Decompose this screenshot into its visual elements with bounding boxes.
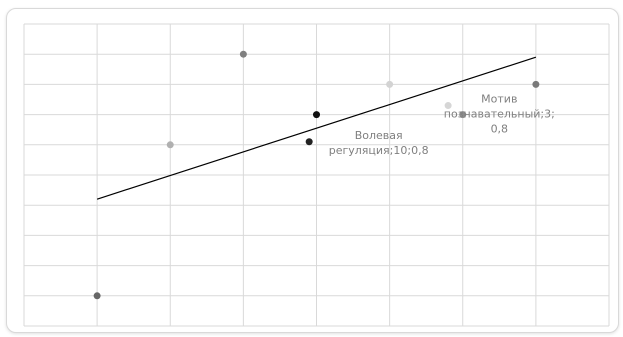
data-point: [166, 141, 174, 149]
data-label: Мотив познавательный;3; 0,8: [444, 93, 555, 136]
trendline: [96, 56, 537, 200]
data-point: [459, 111, 467, 119]
data-labels: Волевая регуляция;10;0,8 Мотив познавательн…: [329, 93, 555, 157]
data-point: [313, 111, 320, 119]
trendline-group: [96, 56, 537, 200]
data-label-line: Мотив: [481, 93, 517, 106]
data-point: [386, 80, 394, 88]
data-point: [93, 292, 101, 300]
data-label-line: Волевая: [355, 129, 403, 142]
data-point: [444, 102, 452, 110]
data-point: [305, 138, 313, 146]
data-label: Волевая регуляция;10;0,8: [329, 129, 429, 157]
data-label-line: регуляция;10;0,8: [329, 144, 429, 157]
data-label-line: познавательный;3;: [444, 108, 555, 121]
data-point: [532, 80, 540, 88]
data-points: [93, 50, 540, 300]
chart-card: [6, 8, 619, 333]
data-label-line: 0,8: [491, 123, 509, 136]
gridlines: [23, 23, 610, 327]
data-point: [239, 50, 247, 58]
